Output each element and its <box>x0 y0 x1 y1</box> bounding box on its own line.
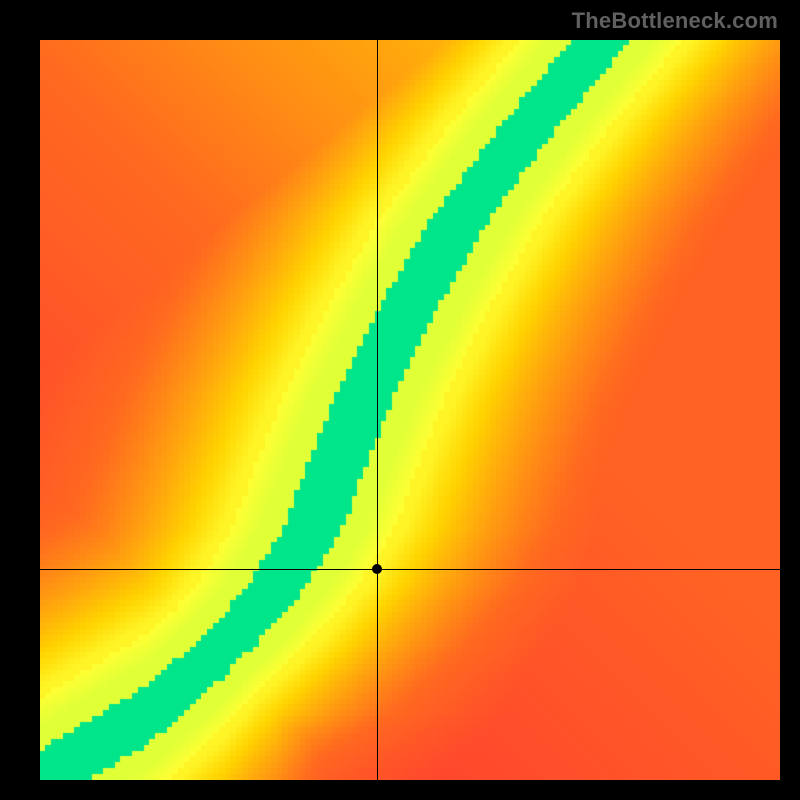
watermark-text: TheBottleneck.com <box>572 8 778 34</box>
heatmap-panel <box>40 40 780 780</box>
selected-point <box>372 564 382 574</box>
heatmap-canvas <box>40 40 780 780</box>
crosshair-horizontal <box>40 569 780 570</box>
chart-container: TheBottleneck.com <box>0 0 800 800</box>
crosshair-vertical <box>377 40 378 780</box>
